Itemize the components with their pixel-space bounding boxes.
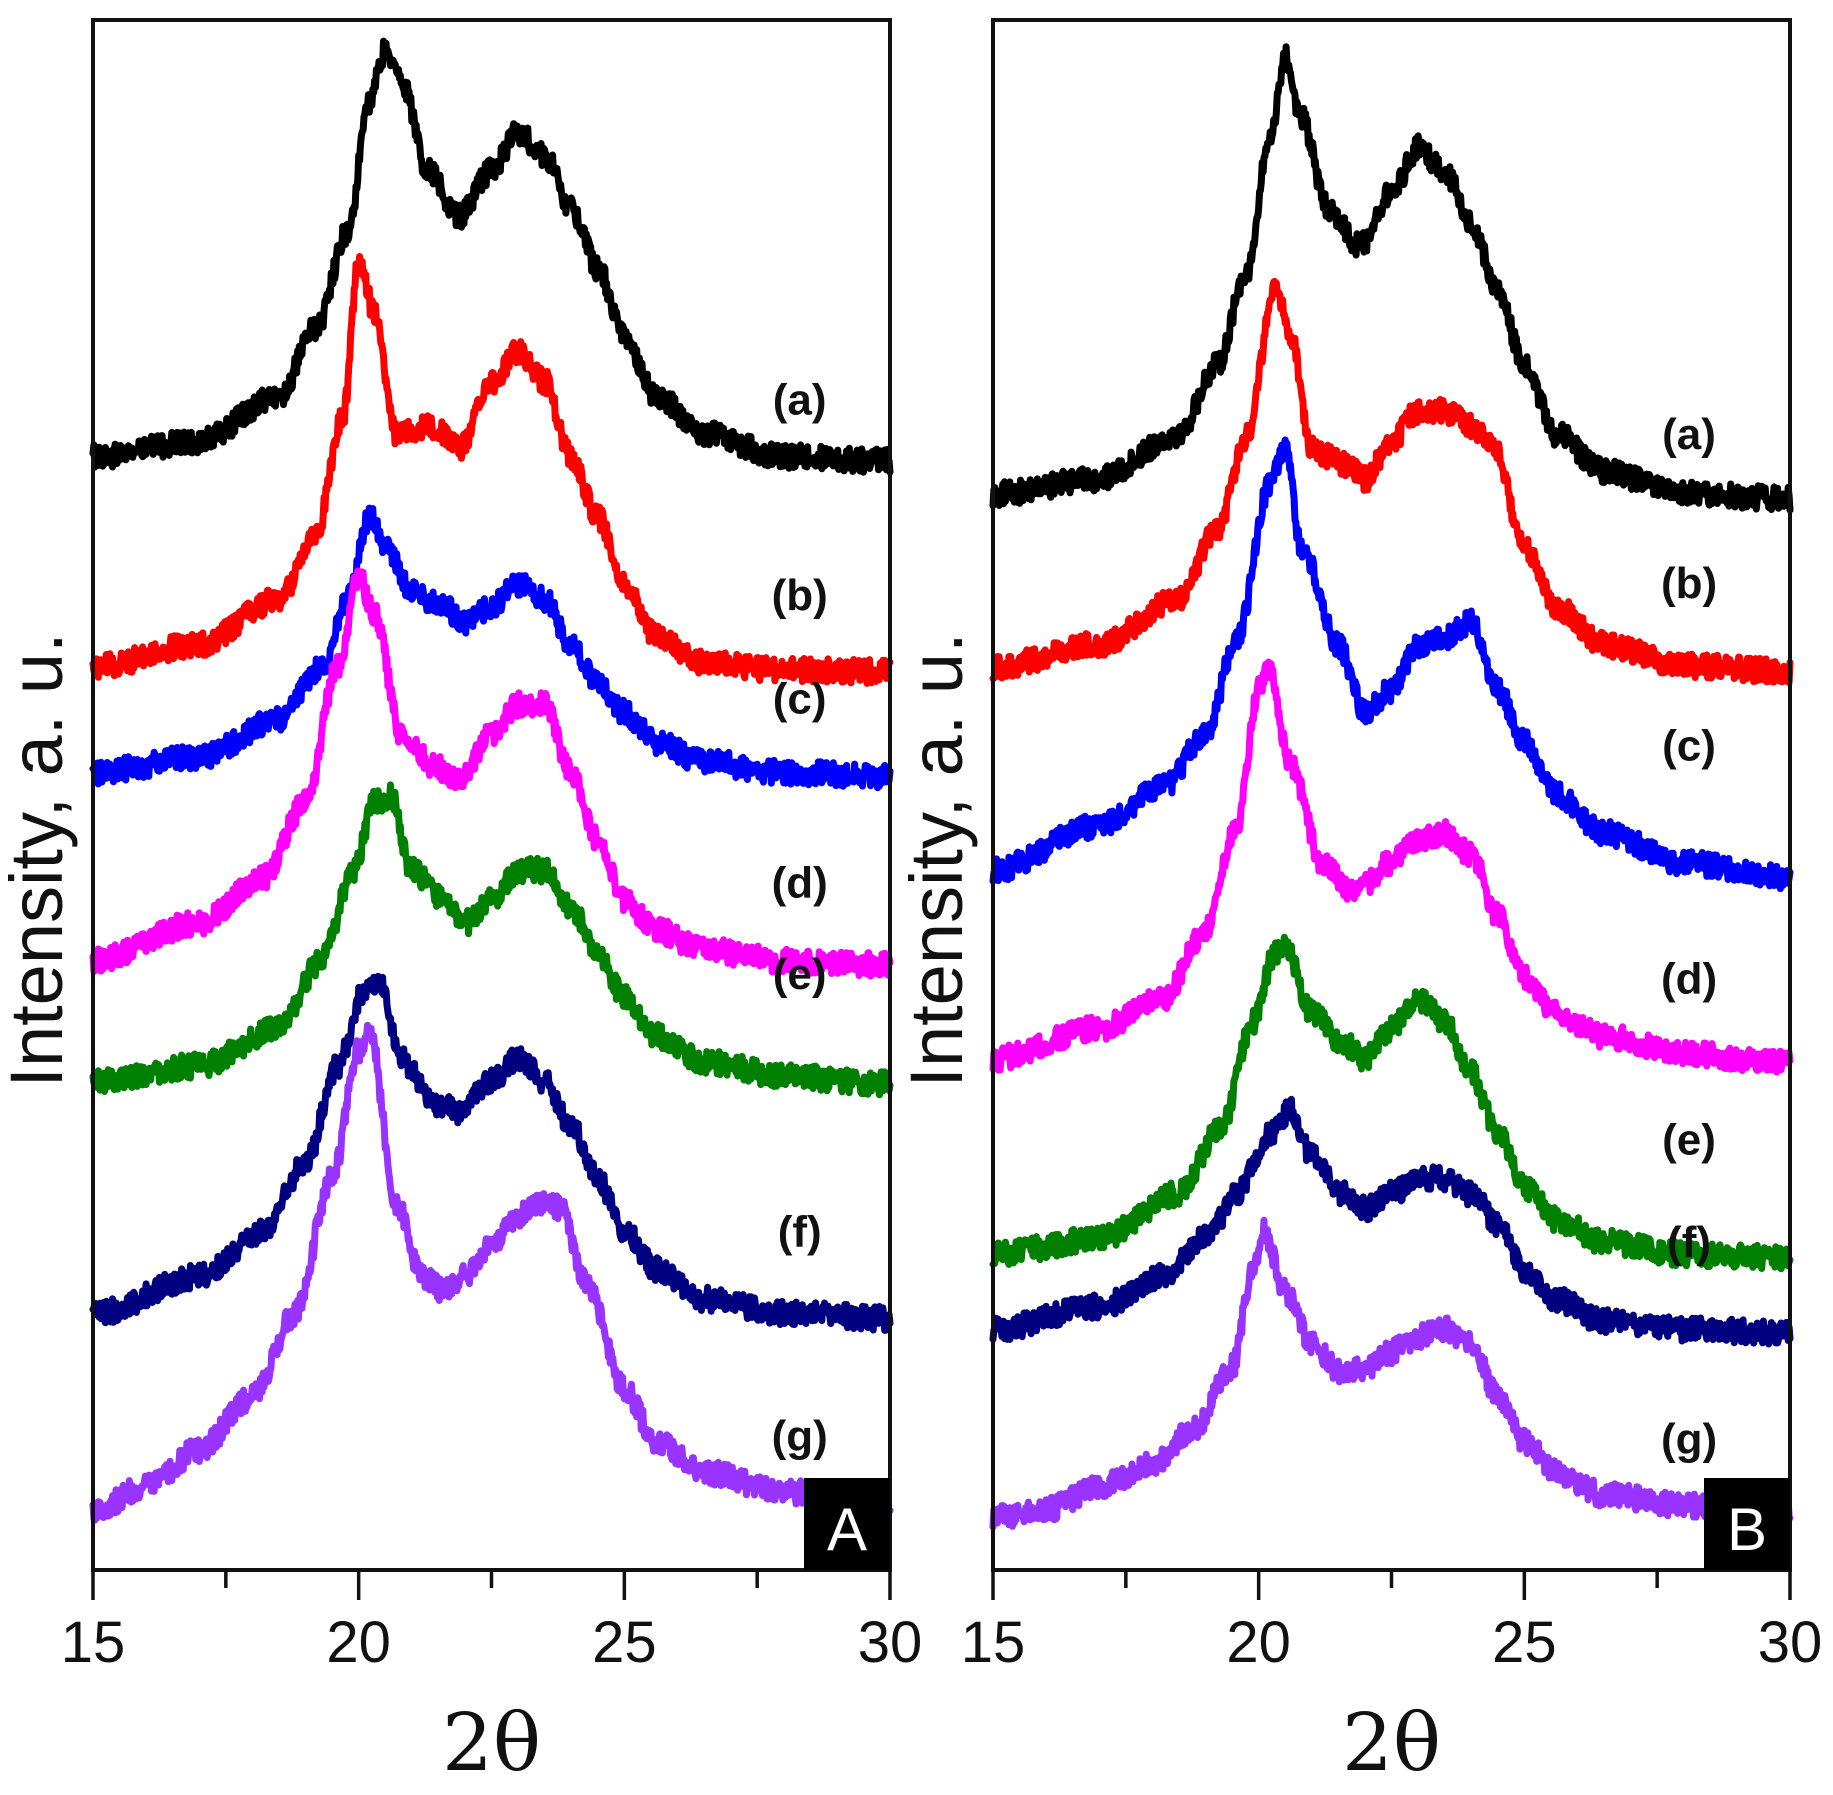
series-line-e (989, 933, 1794, 1273)
panel-b: B 15 20 25 30 2θ Intensity, a. u. (a) (b) (c) (d) (… (895, 18, 1823, 1789)
x-tick-label: 25 (592, 1610, 657, 1675)
curve-label: (b) (1661, 559, 1717, 608)
panel-a: A 15 20 25 30 2θ Intensity, a. u. (a) (b) (c) (d) (… (0, 18, 923, 1789)
x-axis-title: 2θ (1342, 1696, 1441, 1789)
x-axis-title: 2θ (442, 1696, 541, 1789)
panel-label: A (827, 1496, 867, 1563)
curve-label: (d) (1661, 955, 1717, 1004)
x-tick-label: 15 (961, 1610, 1026, 1675)
series-line-c (989, 436, 1794, 893)
x-tick-label: 25 (1492, 1610, 1557, 1675)
series-line-b (989, 277, 1794, 687)
curve-label: (g) (772, 1412, 828, 1461)
series-line-g (989, 1216, 1794, 1531)
x-tick-label: 20 (326, 1610, 391, 1675)
curve-label: (f) (778, 1207, 822, 1256)
curve-label: (d) (772, 858, 828, 907)
series-line-a (89, 37, 894, 476)
series-line-g (89, 1021, 894, 1524)
curve-label: (a) (1662, 410, 1716, 459)
curve-label: (e) (773, 950, 827, 999)
series-line-b (89, 253, 894, 687)
x-tick-label: 30 (1758, 1610, 1823, 1675)
y-axis-title: Intensity, a. u. (0, 632, 78, 1087)
series-line-d (989, 658, 1794, 1076)
panel-label: B (1727, 1496, 1767, 1563)
y-axis-title: Intensity, a. u. (895, 632, 978, 1087)
series-line-f (89, 972, 894, 1334)
curve-label: (g) (1661, 1415, 1717, 1464)
curve-label: (b) (772, 571, 828, 620)
series-line-d (89, 567, 894, 980)
curve-label: (a) (773, 375, 827, 424)
series-line-a (989, 43, 1794, 514)
series-line-e (89, 781, 894, 1099)
x-tick-label: 30 (858, 1610, 923, 1675)
curve-label: (f) (1667, 1218, 1711, 1267)
plot-frame (91, 18, 892, 1572)
x-tick-label: 20 (1226, 1610, 1291, 1675)
panel-label-box (1704, 1478, 1790, 1570)
series-line-c (89, 504, 894, 792)
x-tick-label: 15 (61, 1610, 126, 1675)
curve-label: (e) (1662, 1116, 1716, 1165)
panel-label-box (804, 1478, 890, 1570)
curve-label: (c) (1662, 721, 1716, 770)
series-line-f (989, 1095, 1794, 1348)
curve-label: (c) (773, 675, 827, 724)
